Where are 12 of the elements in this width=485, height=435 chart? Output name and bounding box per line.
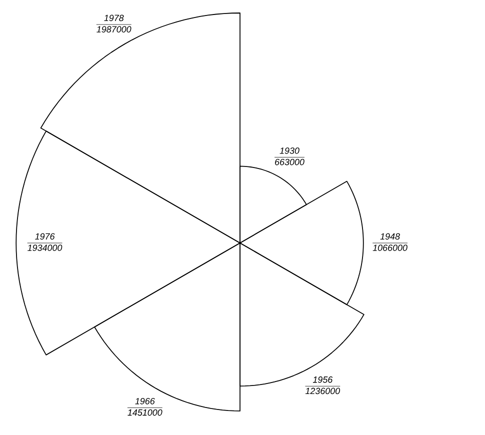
data-label: 1987000 (96, 26, 132, 32)
category-label: 1966 (135, 398, 155, 404)
category-label: 1956 (312, 376, 333, 383)
data-label: 663000 (275, 158, 304, 166)
category-label: 1930 (280, 148, 300, 154)
data-label: 1066000 (372, 244, 408, 251)
data-label: 1236000 (305, 388, 340, 394)
data-label: 1451000 (128, 409, 162, 416)
data-label: 1934000 (28, 244, 62, 251)
category-label: 1978 (104, 14, 124, 22)
category-label: 1948 (380, 233, 400, 240)
category-label: 1976 (35, 233, 55, 240)
